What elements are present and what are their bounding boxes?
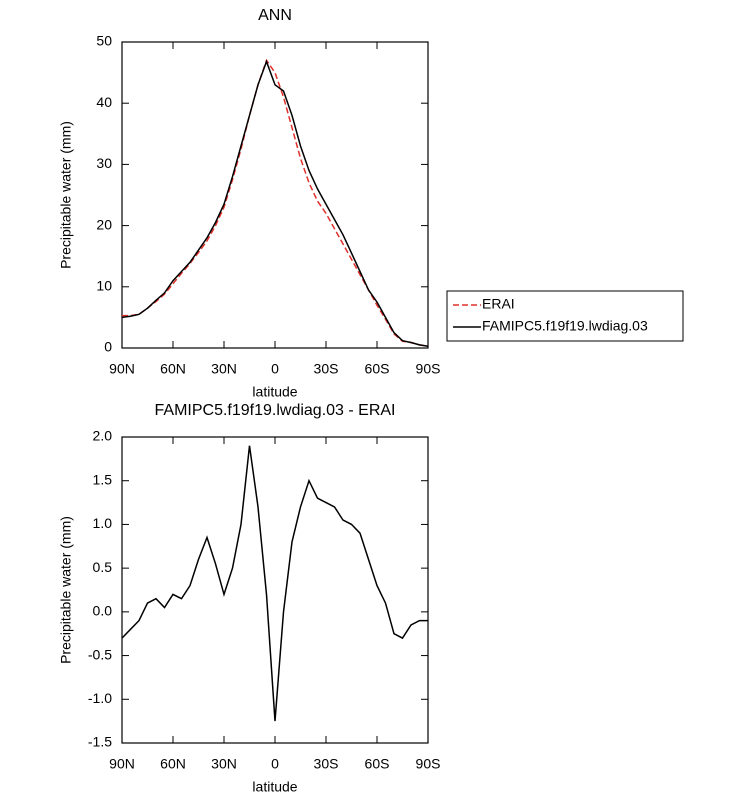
y-axis-label: Precipitable water (mm) (58, 121, 74, 269)
y-axis-label: Precipitable water (mm) (58, 516, 74, 664)
panel: FAMIPC5.f19f19.lwdiag.03 - ERAI latitude P… (58, 402, 441, 794)
y-tick-label: -0.5 (88, 646, 112, 662)
x-tick-label: 60S (365, 756, 390, 772)
legend-label: FAMIPC5.f19f19.lwdiag.03 (482, 318, 648, 334)
y-tick-label: 40 (96, 94, 112, 110)
x-tick-label: 60N (160, 361, 186, 377)
series-line (121, 59, 429, 347)
plot-frame (121, 41, 429, 349)
legend-box (446, 290, 684, 342)
x-tick-label: 90S (416, 756, 441, 772)
x-tick-label: 0 (271, 361, 279, 377)
x-axis-label: latitude (252, 779, 297, 795)
x-tick-label: 90N (109, 756, 135, 772)
x-tick-label: 90N (109, 361, 135, 377)
series-line (122, 58, 429, 347)
y-tick-label: -1.5 (88, 734, 112, 750)
x-tick-label: 90S (416, 361, 441, 377)
y-tick-label: 50 (96, 33, 112, 49)
x-tick-label: 30N (211, 361, 237, 377)
x-tick-label: 60S (365, 361, 390, 377)
y-tick-label: 1.5 (93, 471, 113, 487)
chart-title: ANN (258, 7, 292, 24)
x-axis-label: latitude (252, 384, 297, 400)
y-tick-label: 1.0 (93, 515, 113, 531)
x-tick-label: 30S (314, 756, 339, 772)
y-tick-label: -1.0 (88, 690, 112, 706)
x-tick-label: 0 (271, 756, 279, 772)
x-tick-label: 30N (211, 756, 237, 772)
y-tick-label: 0 (104, 339, 112, 355)
x-tick-label: 60N (160, 756, 186, 772)
x-tick-label: 30S (314, 361, 339, 377)
chart-title: FAMIPC5.f19f19.lwdiag.03 - ERAI (155, 402, 396, 419)
legend-label: ERAI (482, 296, 515, 312)
y-tick-label: 30 (96, 155, 112, 171)
y-tick-label: 0.0 (93, 603, 113, 619)
y-tick-label: 2.0 (93, 428, 113, 444)
plot-frame (121, 436, 429, 744)
series-line (121, 445, 428, 722)
y-tick-label: 10 (96, 278, 112, 294)
y-tick-label: 20 (96, 216, 112, 232)
panel: ANN latitude Precipitable water (mm) 90N 60N… (58, 7, 684, 400)
y-tick-label: 0.5 (93, 559, 113, 575)
